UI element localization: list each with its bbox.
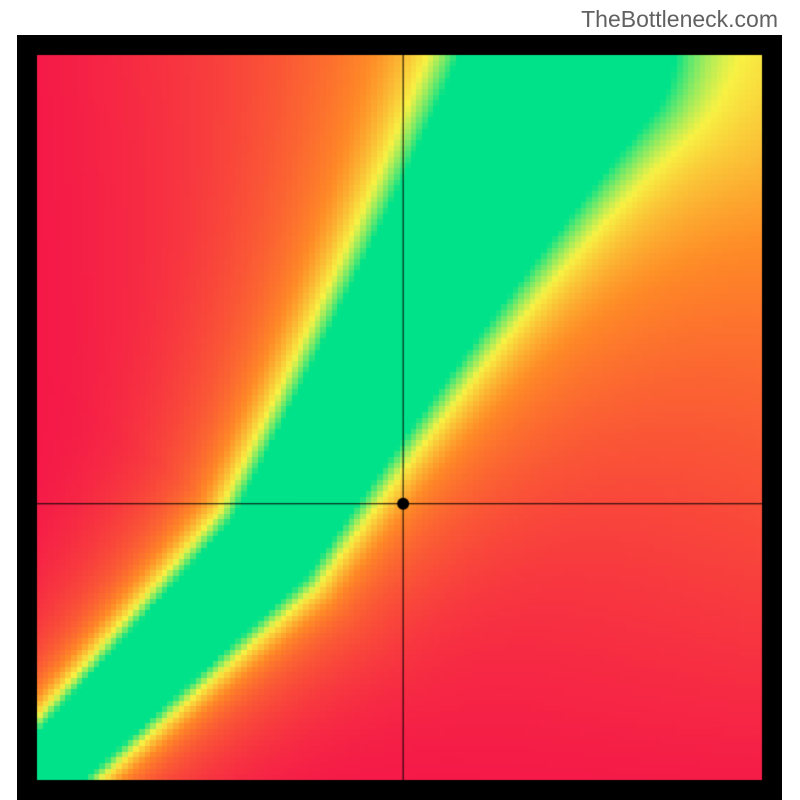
plot-frame [17, 35, 782, 800]
watermark-text: TheBottleneck.com [581, 6, 778, 33]
heatmap-canvas [17, 35, 782, 800]
root: TheBottleneck.com [0, 0, 800, 800]
